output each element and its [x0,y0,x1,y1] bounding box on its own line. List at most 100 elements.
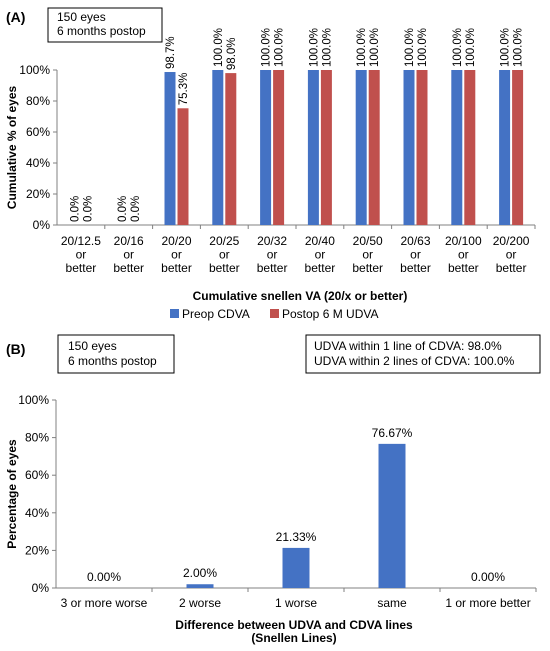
panel-a-x-tick-label: or [123,248,134,262]
panel-b-note-box [57,334,175,374]
panel-a-data-label: 100.0% [274,28,286,67]
panel-a-note-line: 150 eyes [57,10,106,24]
panel-b-y-tick-label: 60% [25,468,49,482]
panel-a-y-tick-label: 60% [26,125,50,139]
panel-a-y-tick-label: 100% [19,63,50,77]
panel-b-x-tick-label: same [377,596,407,610]
panel-a-bar [212,70,224,225]
panel-a-bar [177,108,189,225]
panel-a-x-tick-label: or [362,248,373,262]
panel-a-x-tick-label: or [171,248,182,262]
panel-a-data-label: 0.0% [82,196,94,222]
panel-b-data-label: 76.67% [372,426,413,440]
panel-a-x-tick-label: 20/63 [400,234,430,248]
panel-a-data-label: 100.0% [321,28,333,67]
legend-swatch-preop [170,309,179,318]
panel-a-y-tick-label: 0% [33,218,51,232]
panel-a-bar [164,72,176,225]
panel-a-x-tick-label: better [257,261,288,275]
panel-b-bar [282,547,310,588]
panel-a-x-tick-label: better [209,261,240,275]
panel-a-x-tick-label: or [410,248,421,262]
panel-a-bar [451,70,463,225]
panel-a-x-tick-label: better [305,261,336,275]
panel-b-summary-line: UDVA within 2 lines of CDVA: 100.0% [314,354,515,368]
panel-a-y-axis-title: Cumulative % of eyes [5,85,19,209]
panel-a-y-tick-label: 40% [26,156,50,170]
panel-b-x-tick-label: 2 worse [179,596,221,610]
panel-a-data-label: 75.3% [178,73,190,106]
panel-a-data-label: 0.0% [69,196,81,222]
panel-a-label: (A) [6,9,25,25]
panel-a-x-tick-label: 20/32 [257,234,287,248]
panel-b-x-tick-label: 3 or more worse [61,596,148,610]
panel-a-data-label: 100.0% [500,28,512,67]
panel-a-x-tick-label: or [458,248,469,262]
legend-label-postop: Postop 6 M UDVA [282,307,378,321]
panel-a-x-tick-label: 20/40 [305,234,335,248]
panel-a-x-tick-label: 20/25 [209,234,239,248]
panel-a-data-label: 100.0% [465,28,477,67]
panel-a-data-label: 100.0% [261,28,273,67]
panel-b-data-label: 2.00% [183,566,217,580]
panel-a-bar [320,70,332,225]
panel-a-x-tick-label: 20/100 [445,234,482,248]
panel-a-data-label: 100.0% [452,28,464,67]
panel-a-bar [260,70,272,225]
panel-a-bar [499,70,511,225]
panel-b-x-axis-title: Difference between UDVA and CDVA lines [175,618,413,632]
panel-a-bar [416,70,428,225]
panel-a-x-tick-label: 20/16 [114,234,144,248]
panel-a-x-tick-label: better [496,261,527,275]
panel-a-bar [403,70,415,225]
panel-a-data-label: 0.0% [130,196,142,222]
panel-b-y-tick-label: 80% [25,431,49,445]
panel-a-note-line: 6 months postop [57,24,146,38]
panel-a-x-tick-label: or [219,248,230,262]
panel-b-y-tick-label: 0% [32,581,50,595]
panel-a-data-label: 100.0% [213,28,225,67]
panel-b-note-line: 150 eyes [68,339,117,353]
panel-b-summary-box [305,334,541,374]
panel-b-x-tick-label: 1 worse [275,596,317,610]
panel-b-y-tick-label: 20% [25,543,49,557]
panel-a-x-tick-label: better [352,261,383,275]
panel-a-note-box [47,7,163,43]
panel-a-bar [307,70,319,225]
panel-a-x-tick-label: 20/20 [161,234,191,248]
panel-b-summary-line: UDVA within 1 line of CDVA: 98.0% [314,339,502,353]
panel-b-note-line: 6 months postop [68,354,157,368]
panel-a-data-label: 100.0% [369,28,381,67]
panel-a-bar [464,70,476,225]
panel-a-y-tick-label: 20% [26,187,50,201]
panel-b-y-axis-title: Percentage of eyes [5,439,19,549]
panel-b-bar [186,584,214,588]
panel-b-data-label: 0.00% [87,570,121,584]
panel-a-data-label: 100.0% [356,28,368,67]
panel-a-data-label: 98.0% [226,37,238,70]
panel-a-data-label: 100.0% [308,28,320,67]
panel-a-bar [368,70,380,225]
panel-a-data-label: 98.7% [165,36,177,69]
panel-a-bar [225,73,237,225]
panel-a-data-label: 100.0% [404,28,416,67]
panel-a-y-tick-label: 80% [26,94,50,108]
panel-a-data-label: 0.0% [117,196,129,222]
panel-a-x-tick-label: or [506,248,517,262]
panel-b-y-tick-label: 40% [25,506,49,520]
panel-a-x-axis-title: Cumulative snellen VA (20/x or better) [193,289,408,303]
panel-a-x-tick-label: better [400,261,431,275]
panel-a-data-label: 100.0% [513,28,525,67]
panel-a-x-tick-label: 20/50 [353,234,383,248]
panel-a-bar [355,70,367,225]
panel-a-x-tick-label: or [76,248,87,262]
panel-b-label: (B) [6,341,25,357]
panel-a-x-tick-label: better [161,261,192,275]
panel-b-x-axis-title: (Snellen Lines) [251,631,336,645]
panel-a-x-tick-label: or [267,248,278,262]
panel-a-x-tick-label: better [66,261,97,275]
panel-a-x-tick-label: 20/200 [493,234,530,248]
panel-a-bar [273,70,285,225]
